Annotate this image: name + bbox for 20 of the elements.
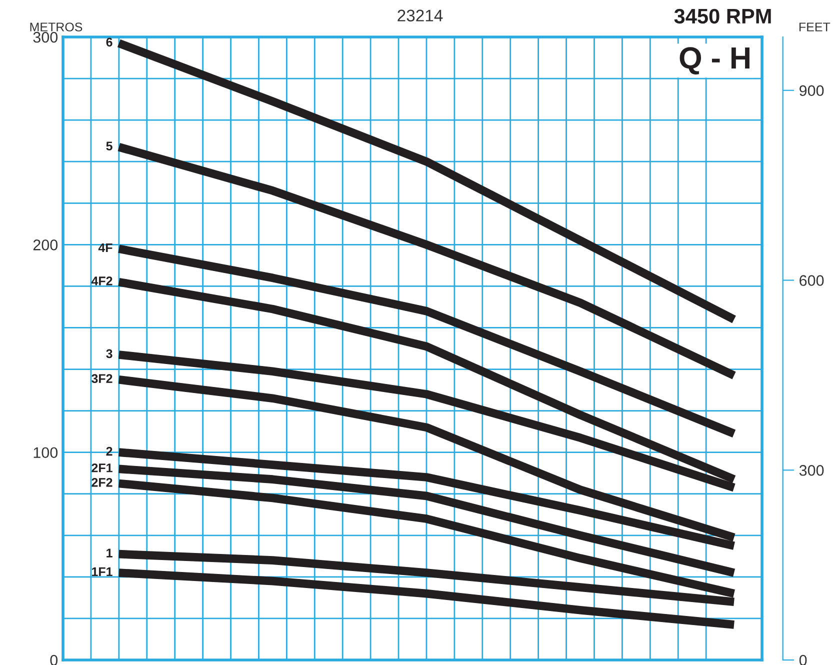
y-axis-title: METROS — [30, 22, 82, 32]
series-label: 6 — [106, 38, 112, 47]
y-tick-label: 300 — [33, 32, 58, 43]
chart-title: 3450 RPM — [674, 8, 771, 24]
series-label: 4F — [98, 243, 112, 252]
y2-tick-label: 900 — [800, 85, 824, 96]
series-label: 3F2 — [92, 374, 112, 384]
y2-tick-label: 300 — [799, 464, 824, 476]
y2-axis-title: FEET — [799, 22, 830, 32]
series-label: 3 — [106, 349, 112, 358]
y-tick-label: 200 — [33, 240, 58, 250]
series-label: 2F1 — [92, 463, 112, 472]
y-tick-label: 100 — [34, 447, 58, 458]
series-label: 2F2 — [92, 478, 112, 487]
series-label: 1F1 — [92, 567, 112, 576]
annotation: Q - H — [680, 47, 750, 74]
chart-subtitle: 23214 — [398, 10, 443, 22]
y2-tick-label: 600 — [800, 275, 824, 286]
series-label: 5 — [106, 142, 112, 150]
series-label: 1 — [106, 548, 112, 558]
